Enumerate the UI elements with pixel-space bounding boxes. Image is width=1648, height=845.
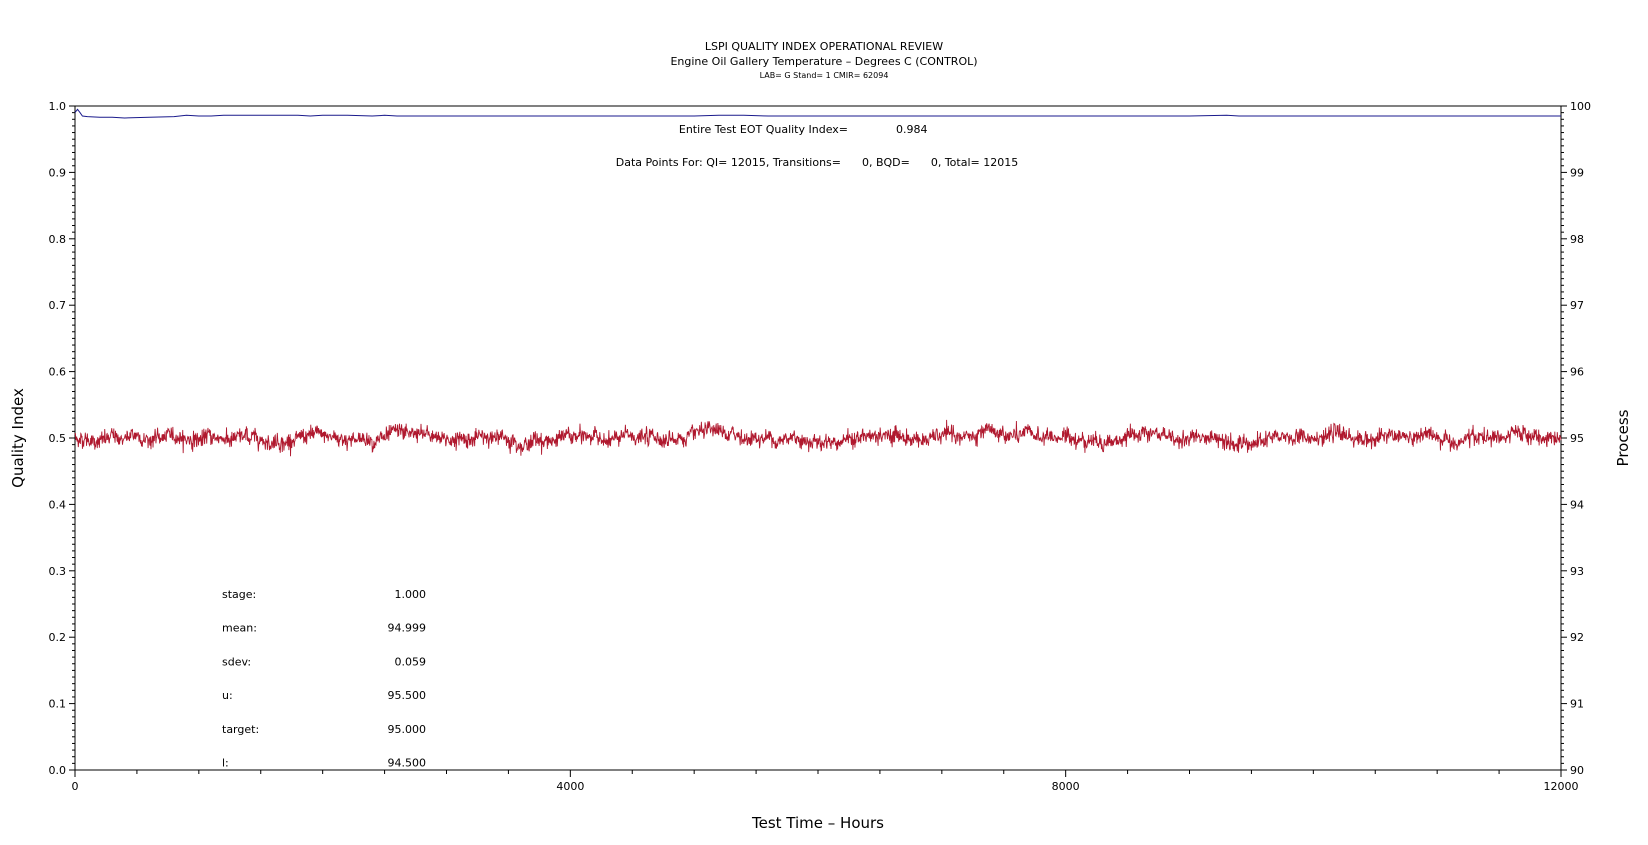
right-tick-label: 97 <box>1570 299 1584 312</box>
x-axis-ticks: 0 4000 8000 12000 <box>72 770 1579 793</box>
x-tick-label: 12000 <box>1544 780 1579 793</box>
series-line-process <box>74 419 1562 457</box>
left-axis-ticks: 0.0 0.1 0.2 0.3 0.4 0.5 0.6 0.7 0.8 0.9 1.0 <box>49 100 75 777</box>
left-tick-label: 0.0 <box>49 764 67 777</box>
stat-label: stage: <box>222 588 256 601</box>
series-line-quality-index <box>74 108 1561 119</box>
left-tick-label: 0.4 <box>49 498 67 511</box>
stat-label: sdev: <box>222 655 251 668</box>
data-points-text: Data Points For: QI= 12015, Transitions=… <box>616 156 1018 169</box>
stat-label: target: <box>222 723 259 736</box>
right-tick-label: 90 <box>1570 764 1584 777</box>
right-tick-label: 100 <box>1570 100 1591 113</box>
right-tick-label: 91 <box>1570 698 1584 711</box>
x-tick-label: 8000 <box>1052 780 1080 793</box>
left-tick-label: 0.5 <box>49 432 67 445</box>
stat-value: 94.999 <box>388 622 427 635</box>
left-tick-label: 0.9 <box>49 166 67 179</box>
x-tick-label: 4000 <box>556 780 584 793</box>
chart-title: LSPI QUALITY INDEX OPERATIONAL REVIEW <box>705 40 943 53</box>
left-tick-label: 1.0 <box>49 100 67 113</box>
left-tick-label: 0.7 <box>49 299 67 312</box>
y2-axis-label: Process <box>1614 409 1632 466</box>
left-tick-label: 0.8 <box>49 233 67 246</box>
right-tick-label: 99 <box>1570 166 1584 179</box>
right-tick-label: 93 <box>1570 565 1584 578</box>
stat-label: u: <box>222 689 233 702</box>
right-tick-label: 92 <box>1570 631 1584 644</box>
left-tick-label: 0.3 <box>49 565 67 578</box>
stat-label: mean: <box>222 622 257 635</box>
right-axis-ticks: 90 91 92 93 94 95 96 97 98 99 100 <box>1561 100 1591 777</box>
x-tick-label: 0 <box>72 780 79 793</box>
eot-value: 0.984 <box>896 123 928 136</box>
right-tick-label: 98 <box>1570 233 1584 246</box>
stat-value: 0.059 <box>395 655 427 668</box>
stat-value: 95.500 <box>388 689 427 702</box>
plot-frame <box>74 105 1562 771</box>
x-axis-label: Test Time – Hours <box>751 814 884 832</box>
stat-value: 94.500 <box>388 757 427 770</box>
right-tick-label: 95 <box>1570 432 1584 445</box>
stat-value: 1.000 <box>395 588 427 601</box>
chart-subtitle: Engine Oil Gallery Temperature – Degrees… <box>670 55 977 68</box>
y-axis-label: Quality Index <box>9 388 27 488</box>
left-tick-label: 0.6 <box>49 366 67 379</box>
left-tick-label: 0.1 <box>49 698 67 711</box>
left-tick-label: 0.2 <box>49 631 67 644</box>
right-tick-label: 96 <box>1570 366 1584 379</box>
chart-subtitle-lab: LAB= G Stand= 1 CMIR= 62094 <box>760 71 889 80</box>
eot-label: Entire Test EOT Quality Index= <box>679 123 848 136</box>
right-tick-label: 94 <box>1570 498 1584 511</box>
stat-value: 95.000 <box>388 723 427 736</box>
stats-block: stage: 1.000 mean: 94.999 sdev: 0.059 u: 95.500… <box>222 588 426 770</box>
stat-label: l: <box>222 757 229 770</box>
